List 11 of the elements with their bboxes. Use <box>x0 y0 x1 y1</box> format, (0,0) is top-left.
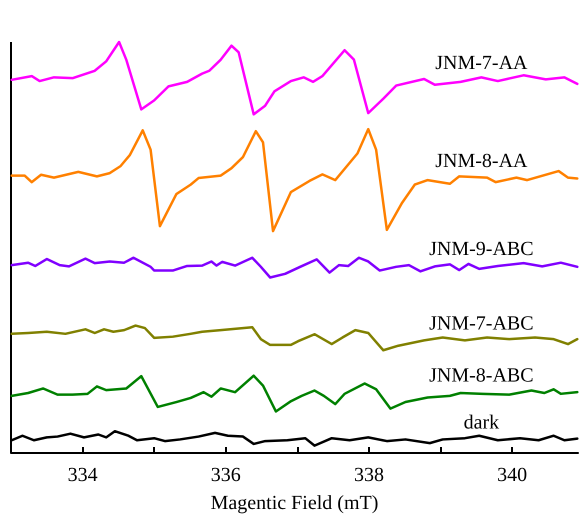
x-tick-label: 336 <box>210 464 241 486</box>
x-tick-label: 334 <box>68 464 98 486</box>
x-tick-label: 340 <box>497 464 528 486</box>
series-label: JNM-9-ABC <box>429 238 534 260</box>
series-label: JNM-8-AA <box>435 150 528 172</box>
series-label: dark <box>464 411 500 434</box>
series-label: JNM-7-AA <box>435 52 528 74</box>
series-label: JNM-7-ABC <box>429 312 534 335</box>
x-axis-title: Magentic Field (mT) <box>210 492 378 514</box>
x-tick-label: 338 <box>354 464 384 486</box>
series-label: JNM-8-ABC <box>429 364 534 387</box>
